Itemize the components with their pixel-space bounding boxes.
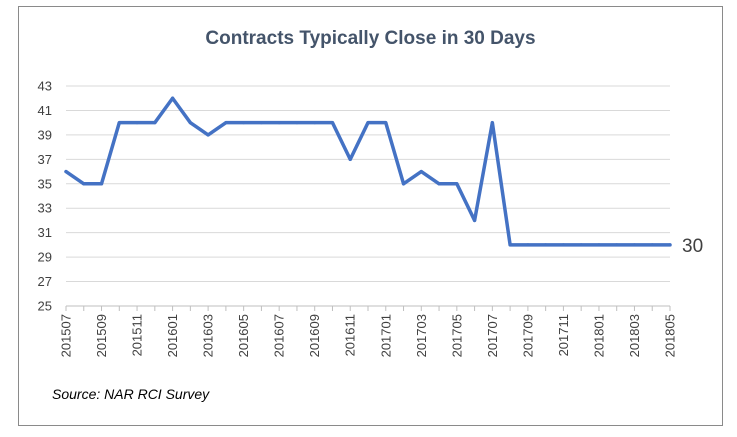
y-tick-label: 33 (38, 201, 52, 216)
data-point (437, 182, 441, 186)
x-tick-label: 201707 (485, 314, 500, 357)
data-point (632, 243, 637, 247)
series-layer (64, 96, 672, 247)
data-point (650, 243, 654, 247)
data-point (544, 243, 548, 247)
data-point (384, 121, 388, 125)
data-point (668, 243, 672, 247)
x-tick-label: 201703 (414, 314, 429, 357)
data-point (153, 121, 157, 125)
x-tick-label: 201711 (556, 314, 571, 356)
y-tick-label: 31 (38, 225, 52, 240)
x-tick-label: 201509 (94, 314, 109, 357)
data-point (366, 121, 370, 125)
data-point (597, 243, 601, 247)
data-point (82, 182, 86, 186)
y-tick-label: 37 (38, 152, 52, 167)
data-point (277, 121, 281, 125)
x-tick-label: 201511 (130, 314, 145, 356)
data-point (330, 121, 335, 125)
data-point (259, 121, 264, 125)
gridlines (66, 85, 670, 283)
data-point (188, 121, 192, 125)
series-line (64, 96, 672, 247)
x-tick-label: 201601 (165, 314, 180, 357)
data-point (170, 96, 175, 100)
x-tick-label: 201709 (520, 314, 535, 357)
y-tick-label: 43 (38, 79, 52, 94)
data-point (401, 182, 406, 186)
axes (65, 305, 671, 311)
data-point (561, 243, 566, 247)
x-tick-label: 201803 (627, 314, 642, 357)
data-point (508, 243, 512, 247)
data-label-layer: 30 (682, 236, 703, 257)
data-point (455, 182, 459, 186)
data-point (579, 243, 583, 247)
x-axis-tick-labels: 201507 201509 201511 201601 201603 201605 2016… (59, 314, 678, 357)
data-point (117, 121, 121, 125)
x-tick-label: 201603 (201, 314, 216, 357)
y-tick-label: 29 (38, 250, 52, 265)
y-axis-tick-labels: 25 27 29 31 33 35 37 39 41 43 (38, 79, 52, 314)
data-point (348, 157, 352, 161)
data-point (419, 169, 423, 174)
y-tick-label: 39 (38, 127, 52, 142)
data-point (242, 121, 246, 125)
x-tick-label: 201605 (236, 314, 251, 357)
data-point (615, 243, 619, 247)
end-value-label: 30 (682, 236, 703, 257)
data-point (206, 133, 210, 137)
y-tick-label: 27 (38, 274, 52, 289)
data-point (64, 169, 68, 174)
data-point (295, 121, 299, 125)
chart-frame (18, 6, 723, 426)
x-tick-label: 201801 (591, 314, 606, 357)
data-point (224, 121, 228, 125)
y-tick-label: 35 (38, 176, 52, 191)
x-tick-label: 201805 (663, 314, 678, 357)
data-point (490, 121, 494, 125)
data-point (526, 243, 530, 247)
data-point (135, 121, 139, 125)
x-tick-label: 201701 (378, 314, 393, 357)
x-tick-label: 201611 (343, 314, 358, 356)
y-tick-label: 25 (38, 299, 52, 314)
y-tick-label: 41 (38, 103, 52, 118)
chart-title: Contracts Typically Close in 30 Days (205, 28, 536, 49)
x-tick-label: 201507 (59, 314, 74, 357)
data-point (472, 218, 477, 223)
x-tick-label: 201609 (307, 314, 322, 357)
x-tick-label: 201607 (272, 314, 287, 357)
data-point (313, 121, 317, 125)
data-point (99, 182, 104, 186)
source-note: Source: NAR RCI Survey (52, 386, 210, 402)
x-tick-label: 201705 (449, 314, 464, 357)
